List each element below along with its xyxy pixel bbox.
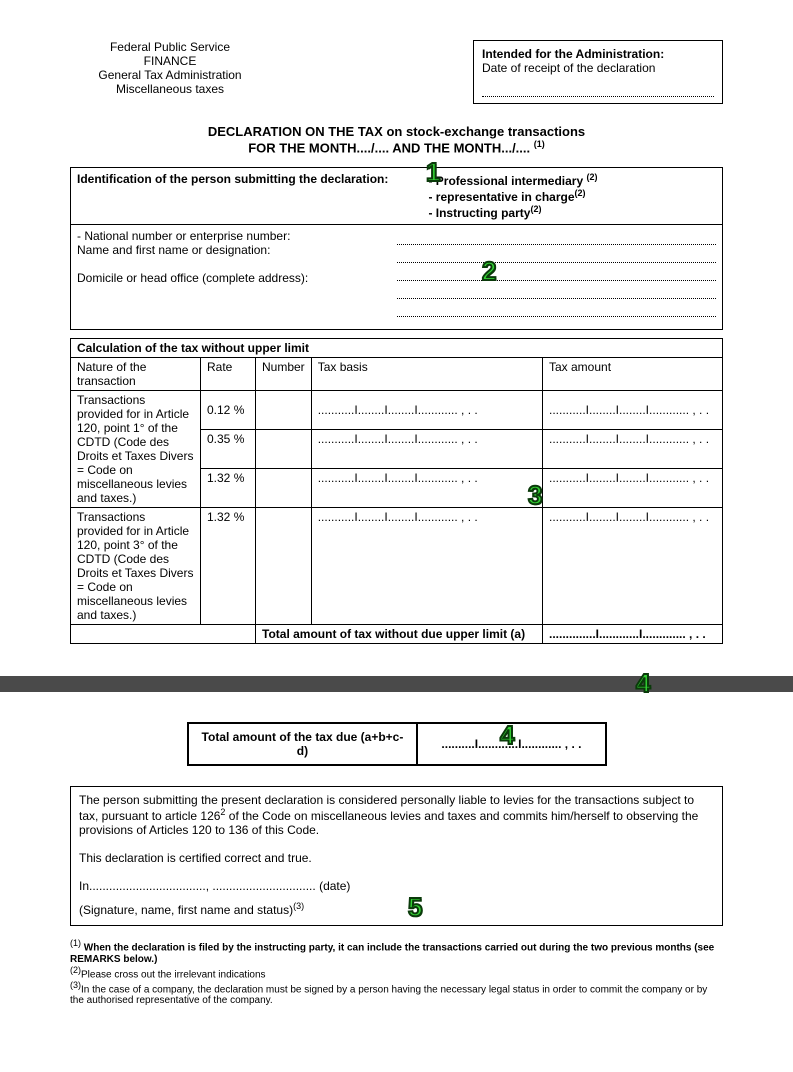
footnotes: (1) When the declaration is filed by the… <box>70 938 723 1006</box>
rate-4: 1.32 % <box>201 508 256 625</box>
taxamt-4: ...........I........I........I..........… <box>543 508 723 625</box>
admin-sub: Date of receipt of the declaration <box>482 61 714 75</box>
document-title: DECLARATION ON THE TAX on stock-exchange… <box>70 124 723 155</box>
row1-desc: Transactions provided for in Article 120… <box>71 391 201 508</box>
num-2 <box>256 430 312 469</box>
document-page: Federal Public Service FINANCE General T… <box>0 0 793 664</box>
admin-box: Intended for the Administration: Date of… <box>473 40 723 104</box>
identification-box: Identification of the person submitting … <box>70 167 723 330</box>
liability-box: The person submitting the present declar… <box>70 786 723 926</box>
taxamt-3: ...........I........I........I..........… <box>543 469 723 508</box>
ident-lines <box>397 229 717 319</box>
opt-rep: - representative in charge <box>428 190 574 204</box>
col-number: Number <box>256 358 312 391</box>
total-due-value: ..........I............I............ , .… <box>417 723 605 765</box>
input-line <box>397 301 717 317</box>
liable-p4: (Signature, name, first name and status)… <box>79 901 714 917</box>
title-line1: DECLARATION ON THE TAX on stock-exchange… <box>208 124 585 139</box>
calculation-table: Calculation of the tax without upper lim… <box>70 338 723 644</box>
header-line3: General Tax Administration <box>70 68 270 82</box>
liable-p2: This declaration is certified correct an… <box>79 851 714 865</box>
ident-left-title: Identification of the person submitting … <box>77 172 428 220</box>
input-line <box>397 247 717 263</box>
opt-prof: - Professional intermediary <box>428 174 586 188</box>
num-3 <box>256 469 312 508</box>
lbl-domicile: Domicile or head office (complete addres… <box>77 271 397 285</box>
opt-instr-sup: (2) <box>530 204 541 214</box>
num-4 <box>256 508 312 625</box>
calc-title: Calculation of the tax without upper lim… <box>71 339 723 358</box>
num-1 <box>256 391 312 430</box>
total-label: Total amount of tax without due upper li… <box>256 625 543 644</box>
admin-title: Intended for the Administration: <box>482 47 714 61</box>
row2-desc: Transactions provided for in Article 120… <box>71 508 201 625</box>
header-line4: Miscellaneous taxes <box>70 82 270 96</box>
liable-p3: In..................................., .… <box>79 879 714 893</box>
ident-bottom: - National number or enterprise number: … <box>71 225 722 329</box>
col-basis: Tax basis <box>311 358 542 391</box>
title-line2: FOR THE MONTH..../.... AND THE MONTH.../… <box>248 140 534 155</box>
taxamt-1: ...........I........I........I..........… <box>543 391 723 430</box>
taxamt-2: ...........I........I........I..........… <box>543 430 723 469</box>
total-amount: ..............I............I............… <box>543 625 723 644</box>
basis-3: ...........I........I........I..........… <box>311 469 542 508</box>
input-line <box>397 265 717 281</box>
col-rate: Rate <box>201 358 256 391</box>
opt-prof-sup: (2) <box>587 172 598 182</box>
ident-labels: - National number or enterprise number: … <box>77 229 397 319</box>
basis-2: ...........I........I........I..........… <box>311 430 542 469</box>
page-separator <box>0 676 793 692</box>
ident-top: Identification of the person submitting … <box>71 168 722 225</box>
total-due-table: Total amount of the tax due (a+b+c-d) ..… <box>187 722 607 766</box>
basis-1: ...........I........I........I..........… <box>311 391 542 430</box>
total-due-label: Total amount of the tax due (a+b+c-d) <box>188 723 418 765</box>
rate-1: 0.12 % <box>201 391 256 430</box>
opt-instr: - Instructing party <box>428 206 530 220</box>
document-page-2: Total amount of the tax due (a+b+c-d) ..… <box>0 712 793 1026</box>
rate-2: 0.35 % <box>201 430 256 469</box>
lbl-name: Name and first name or designation: <box>77 243 397 257</box>
lbl-national: - National number or enterprise number: <box>77 229 397 243</box>
opt-rep-sup: (2) <box>575 188 586 198</box>
input-line <box>397 283 717 299</box>
title-sup1: (1) <box>534 139 545 149</box>
header-line1: Federal Public Service <box>70 40 270 54</box>
liable-p1: The person submitting the present declar… <box>79 793 714 837</box>
footnote-2: (2)Please cross out the irrelevant indic… <box>70 965 723 980</box>
ident-right-options: - Professional intermediary (2) - repres… <box>428 172 716 220</box>
header-line2: FINANCE <box>70 54 270 68</box>
header-row: Federal Public Service FINANCE General T… <box>70 40 723 104</box>
rate-3: 1.32 % <box>201 469 256 508</box>
header-left: Federal Public Service FINANCE General T… <box>70 40 270 104</box>
footnote-3: (3)In the case of a company, the declara… <box>70 980 723 1006</box>
col-nature: Nature of the transaction <box>71 358 201 391</box>
input-line <box>397 229 717 245</box>
footnote-1: (1) When the declaration is filed by the… <box>70 938 723 964</box>
basis-4: ...........I........I........I..........… <box>311 508 542 625</box>
col-amount: Tax amount <box>543 358 723 391</box>
admin-date-line <box>482 83 714 97</box>
